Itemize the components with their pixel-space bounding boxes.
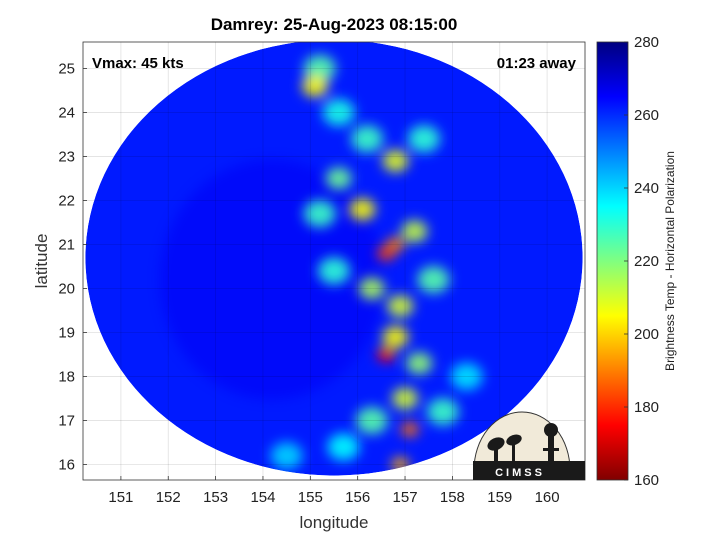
y-tick-label: 19 — [58, 325, 75, 342]
convection-feature — [387, 295, 414, 318]
convection-feature — [303, 200, 336, 228]
convection-feature — [377, 245, 396, 261]
x-axis-label: longitude — [299, 513, 368, 532]
convection-feature — [325, 167, 352, 190]
chart-title: Damrey: 25-Aug-2023 08:15:00 — [211, 15, 458, 34]
y-tick-label: 18 — [58, 369, 75, 386]
convection-feature — [318, 257, 350, 285]
colorbar-tick-label: 240 — [634, 180, 659, 197]
swath-image — [85, 42, 583, 476]
y-tick-label: 24 — [58, 104, 75, 121]
convection-feature — [358, 277, 385, 300]
x-tick-label: 154 — [250, 489, 275, 506]
y-axis-label: latitude — [32, 234, 51, 289]
colorbar-label: Brightness Temp - Horizontal Polarizatio… — [663, 151, 677, 371]
convection-feature — [322, 98, 355, 127]
x-tick-label: 158 — [440, 489, 465, 506]
colorbar-tick-label: 200 — [634, 326, 659, 343]
x-tick-label: 157 — [393, 489, 418, 506]
convection-feature — [355, 406, 388, 435]
convection-feature — [400, 421, 419, 438]
colorbar-tick-label: 180 — [634, 399, 659, 416]
logo-text: CIMSS — [495, 467, 545, 479]
x-tick-label: 155 — [298, 489, 323, 506]
colorbar-tick-label: 220 — [634, 253, 659, 270]
x-tick-label: 156 — [345, 489, 370, 506]
x-tick-label: 160 — [535, 489, 560, 506]
x-tick-label: 152 — [156, 489, 181, 506]
y-tick-label: 16 — [58, 457, 75, 474]
colorbar — [596, 41, 629, 481]
y-tick-label: 17 — [58, 413, 75, 430]
y-tick-label: 25 — [58, 60, 75, 77]
convection-feature — [303, 54, 336, 83]
x-tick-label: 159 — [487, 489, 512, 506]
convection-feature — [406, 352, 433, 375]
y-tick-label: 20 — [58, 281, 75, 298]
cimss-logo: CIMSS — [473, 411, 585, 480]
convection-feature — [327, 433, 360, 461]
convection-feature — [392, 387, 419, 410]
grid — [83, 42, 585, 480]
convection-feature — [450, 362, 483, 391]
y-tick-label: 22 — [58, 192, 75, 209]
convection-feature — [351, 125, 384, 153]
convection-feature — [302, 74, 329, 98]
time-away-annotation: 01:23 away — [497, 55, 577, 72]
convection-feature — [426, 398, 459, 426]
vmax-annotation: Vmax: 45 kts — [92, 55, 184, 72]
plot-area — [83, 42, 585, 480]
x-tick-label: 153 — [203, 489, 228, 506]
colorbar-tick-label: 160 — [634, 472, 659, 489]
axes-box — [82, 41, 586, 481]
convection-feature — [377, 346, 396, 363]
y-ticks: 16 17 18 19 20 21 22 23 24 25 — [58, 60, 87, 474]
colorbar-tick-label: 280 — [634, 34, 659, 51]
swath-shade — [159, 159, 384, 400]
convection-feature — [401, 220, 428, 243]
x-ticks: 151 152 153 154 155 156 157 158 159 160 — [108, 476, 560, 506]
convection-feature — [407, 125, 440, 153]
x-tick-label: 151 — [108, 489, 133, 506]
y-tick-label: 23 — [58, 148, 75, 165]
convection-feature — [349, 198, 376, 221]
convection-feature — [382, 325, 409, 348]
y-tick-label: 21 — [58, 236, 75, 253]
colorbar-ticks: 160 180 200 220 240 260 280 — [624, 34, 659, 489]
convection-feature — [417, 266, 450, 294]
convection-feature — [270, 442, 303, 470]
convection-feature — [382, 149, 409, 172]
colorbar-tick-label: 260 — [634, 107, 659, 124]
